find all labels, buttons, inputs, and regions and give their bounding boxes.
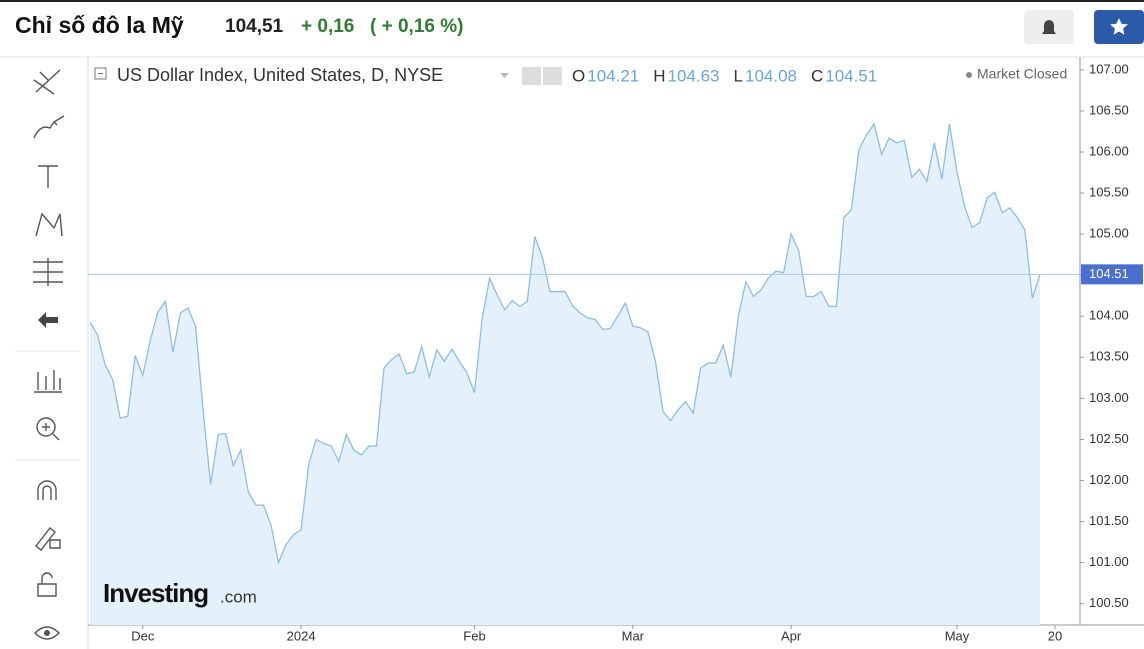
- ohlc-key: L: [734, 66, 743, 85]
- y-tick-label: 106.50: [1089, 102, 1129, 117]
- tool-lines[interactable]: [33, 69, 61, 95]
- y-tick-label: 106.00: [1089, 143, 1129, 158]
- x-tick-label: Apr: [781, 628, 802, 643]
- ohlc-value: 104.08: [745, 66, 797, 85]
- market-status: Market Closed: [977, 66, 1067, 82]
- y-tick-label: 105.50: [1089, 184, 1129, 199]
- y-tick-label: 101.00: [1089, 554, 1129, 569]
- y-tick-label: 103.00: [1089, 390, 1129, 405]
- tool-visibility[interactable]: [34, 626, 60, 640]
- y-tick-label: 100.50: [1089, 595, 1129, 610]
- plot: 100.50 101.00 101.50 102.00 102.50 103.00 103.…: [88, 57, 1144, 643]
- tool-measure[interactable]: [33, 258, 63, 286]
- bell-icon: [1042, 20, 1056, 36]
- toolbar: [15, 69, 80, 640]
- change: + 0,16: [301, 16, 354, 37]
- x-tick-label: Mar: [622, 628, 645, 643]
- eye-button[interactable]: [522, 67, 541, 85]
- tool-pattern[interactable]: [35, 212, 63, 237]
- area-fill: [90, 124, 1040, 625]
- y-tick-label: 102.50: [1089, 431, 1129, 446]
- tool-brush[interactable]: [33, 115, 65, 139]
- y-tick-label: 103.50: [1089, 349, 1129, 364]
- y-tick-label: 105.00: [1089, 226, 1129, 241]
- price-line: [89, 122, 1041, 565]
- settings-button[interactable]: [543, 67, 562, 85]
- ohlc-value: 104.63: [668, 66, 720, 85]
- chart-title: US Dollar Index, United States, D, NYSE: [117, 65, 443, 85]
- x-tick-label: May: [945, 628, 970, 643]
- watermark-brand: Investing: [103, 578, 208, 608]
- tool-back[interactable]: [38, 312, 58, 328]
- price: 104,51: [225, 16, 284, 37]
- y-tick-label: 104.00: [1089, 308, 1129, 323]
- tool-magnet[interactable]: [37, 480, 57, 500]
- y-tick-label: 107.00: [1089, 61, 1129, 76]
- tool-zoom-plus: [42, 423, 60, 441]
- y-tick-label: 101.50: [1089, 513, 1129, 528]
- x-tick-label: 20: [1048, 628, 1062, 643]
- last-price-label: 104.51: [1089, 266, 1129, 281]
- tool-text[interactable]: [38, 165, 58, 188]
- x-tick-label: Dec: [131, 628, 155, 643]
- star-icon: [1110, 18, 1128, 35]
- status-dot: [966, 72, 972, 78]
- x-tick-label: Feb: [463, 628, 485, 643]
- eye-pupil: [44, 630, 50, 636]
- tool-lock-draw[interactable]: [35, 527, 61, 551]
- ohlc-key: O: [572, 66, 585, 85]
- tool-zoom[interactable]: [36, 417, 56, 437]
- watermark-suffix: .com: [220, 587, 257, 606]
- change-pct: ( + 0,16 %): [370, 16, 463, 37]
- x-tick-label: 2024: [287, 628, 316, 643]
- tool-indicators[interactable]: [34, 370, 62, 393]
- page-title: Chỉ số đô la Mỹ: [15, 12, 184, 38]
- last-price-badge: [1081, 264, 1143, 285]
- ohlc-key: H: [653, 66, 665, 85]
- ohlc-value: 104.51: [825, 66, 877, 85]
- title-dropdown[interactable]: [500, 73, 509, 78]
- top-edge: [0, 0, 1144, 2]
- ohlc-value: 104.21: [587, 66, 639, 85]
- ohlc-key: C: [811, 66, 823, 85]
- collapse-box[interactable]: [94, 67, 107, 80]
- y-tick-label: 102.00: [1089, 472, 1129, 487]
- tool-unlock[interactable]: [37, 572, 57, 597]
